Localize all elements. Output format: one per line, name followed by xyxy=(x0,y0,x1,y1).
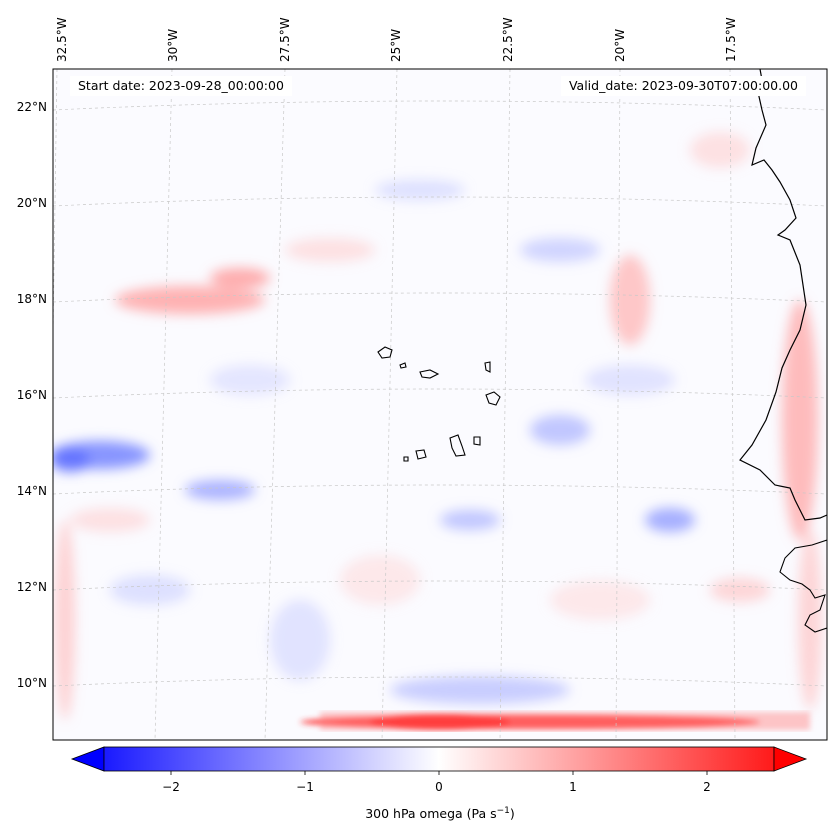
valid-date-label: Valid_date: 2023-09-30T07:00:00.00 xyxy=(560,76,806,96)
lat-label: 12°N xyxy=(17,580,47,594)
latitude-labels: 22°N 20°N 18°N 16°N 14°N 12°N 10°N xyxy=(17,100,47,690)
lat-label: 14°N xyxy=(17,484,47,498)
colorbar-tick-label: 2 xyxy=(703,780,711,794)
colorbar-title-exponent: −1 xyxy=(496,806,510,816)
colorbar-tick-label: 1 xyxy=(569,780,577,794)
lon-label: 30°W xyxy=(166,29,180,62)
colorbar-tick-label: 0 xyxy=(435,780,443,794)
lat-label: 20°N xyxy=(17,196,47,210)
african-coastline xyxy=(739,69,827,521)
colorbar-tick-label: −2 xyxy=(162,780,180,794)
lon-label: 25°W xyxy=(389,29,403,62)
colorbar-title: 300 hPa omega (Pa s−1) xyxy=(0,806,837,821)
start-date-label: Start date: 2023-09-28_00:00:00 xyxy=(70,76,292,96)
colorbar-title-suffix: ) xyxy=(509,806,515,822)
lon-label: 32.5°W xyxy=(55,17,69,62)
colorbar-bar xyxy=(103,746,775,772)
longitude-labels: 32.5°W 30°W 27.5°W 25°W 22.5°W 20°W 17.5… xyxy=(55,17,738,62)
lon-label: 22.5°W xyxy=(501,17,515,62)
colorbar-title-text: 300 hPa omega (Pa s xyxy=(365,806,497,822)
colorbar-extend-max xyxy=(773,746,808,772)
cape-verde-islands xyxy=(377,346,501,462)
map-panel[interactable] xyxy=(47,69,827,740)
map-frame xyxy=(52,68,828,741)
colorbar-tick-label: −1 xyxy=(296,780,314,794)
colorbar: −2 −1 0 1 2 xyxy=(70,746,808,794)
colorbar-extend-min xyxy=(70,746,105,772)
lat-label: 18°N xyxy=(17,292,47,306)
lon-label: 17.5°W xyxy=(724,17,738,62)
lon-label: 27.5°W xyxy=(278,17,292,62)
omega-field xyxy=(53,132,822,720)
lat-label: 22°N xyxy=(17,100,47,114)
lat-label: 16°N xyxy=(17,388,47,402)
lon-label: 20°W xyxy=(613,29,627,62)
graticule xyxy=(53,69,827,740)
guinea-coast xyxy=(779,539,827,633)
lat-label: 10°N xyxy=(17,676,47,690)
